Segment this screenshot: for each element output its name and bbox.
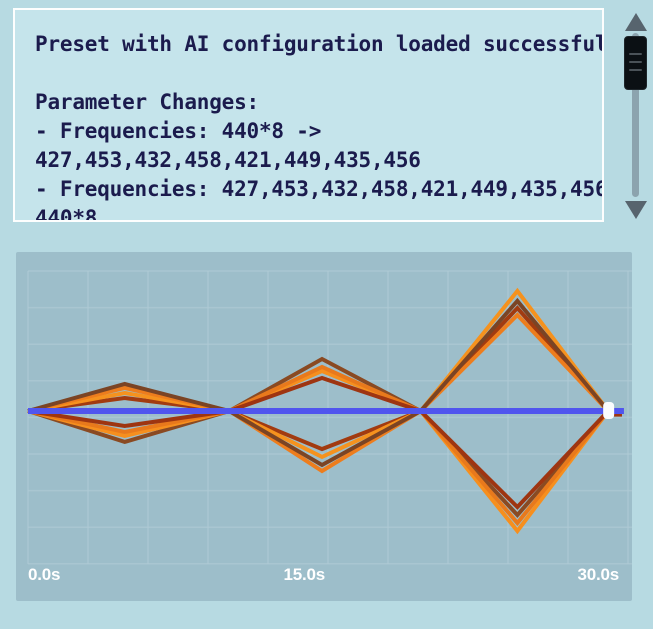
log-panel: Preset with AI configuration loaded succ… bbox=[13, 8, 604, 222]
waveform-line-osc-4 bbox=[27, 375, 610, 510]
scrollbar-thumb[interactable] bbox=[624, 36, 647, 90]
log-scrollbar[interactable] bbox=[624, 13, 648, 219]
x-axis-tick-end: 30.0s bbox=[577, 565, 619, 584]
waveform-line-osc-5 bbox=[27, 305, 610, 452]
waveform-line-osc-7 bbox=[27, 312, 610, 474]
waveform-line-osc-8 bbox=[27, 297, 610, 468]
thumb-grip-lines-icon bbox=[625, 53, 646, 71]
end-handle-marker[interactable] bbox=[603, 402, 615, 419]
scrollbar-track[interactable] bbox=[632, 33, 639, 197]
x-axis-tick-start: 0.0s bbox=[28, 565, 61, 584]
waveform-line-osc-6 bbox=[27, 287, 610, 460]
waveform-svg[interactable] bbox=[16, 252, 632, 601]
waveform-chart-panel[interactable]: 0.0s 15.0s 30.0s bbox=[16, 252, 632, 601]
log-text: Preset with AI configuration loaded succ… bbox=[35, 32, 604, 222]
waveform-line-osc-2 bbox=[27, 368, 610, 535]
waveform-line-osc-3 bbox=[27, 364, 610, 527]
scroll-down-arrow-icon[interactable] bbox=[625, 201, 647, 219]
x-axis-tick-middle: 15.0s bbox=[283, 565, 326, 584]
scroll-up-arrow-icon[interactable] bbox=[625, 13, 647, 31]
waveform-line-osc-1 bbox=[27, 356, 610, 519]
